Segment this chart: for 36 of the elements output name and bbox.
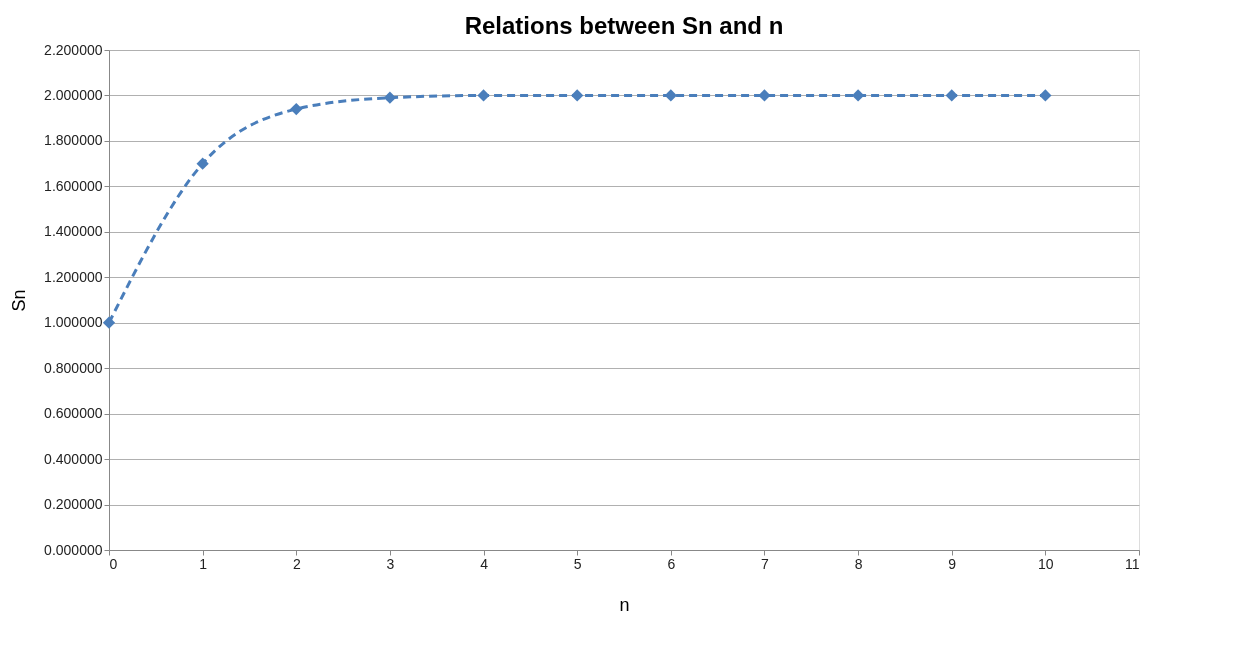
- y-tick-label: 1.000000: [44, 314, 103, 331]
- point: [945, 89, 958, 102]
- x-tick-label: 5: [573, 555, 582, 572]
- x-tick-label: 7: [761, 555, 770, 572]
- point: [1039, 89, 1052, 102]
- y-tick-label: 0.400000: [44, 450, 103, 467]
- x-tick-label: 9: [948, 555, 957, 572]
- x-tick-label: 11: [1124, 555, 1140, 572]
- y-tick-label: 0.600000: [44, 405, 103, 422]
- y-tick-label: 0.800000: [44, 359, 103, 376]
- point: [290, 102, 303, 116]
- point: [477, 89, 490, 102]
- y-tick-label: 2.000000: [44, 86, 103, 103]
- y-tick-label: 0.200000: [44, 496, 103, 513]
- point: [571, 89, 584, 102]
- point: [383, 91, 397, 104]
- x-tick-label: 6: [667, 555, 676, 572]
- y-tick-label: 1.800000: [44, 132, 103, 149]
- y-tick-label: 1.600000: [44, 177, 103, 194]
- x-tick-label: 10: [1038, 555, 1054, 572]
- x-tick-label: 8: [854, 555, 863, 572]
- y-tick-label: 1.400000: [44, 223, 103, 240]
- x-tick-label: 4: [480, 555, 489, 572]
- y-tick-label: 2.200000: [44, 41, 103, 58]
- x-tick-label: 1: [199, 555, 208, 572]
- y-tick-label: 1.200000: [44, 268, 103, 285]
- point: [851, 89, 865, 102]
- y-tick-label: 0.000000: [44, 541, 103, 558]
- x-axis-title: n: [619, 594, 630, 615]
- point: [196, 157, 209, 170]
- chart-title: Relations between Sn and n: [464, 12, 784, 39]
- x-tick-label: 2: [292, 555, 301, 572]
- x-tick-label: 3: [386, 555, 395, 572]
- point: [102, 316, 116, 329]
- x-tick-label: 0: [109, 555, 118, 572]
- y-axis-title: Sn: [9, 289, 30, 312]
